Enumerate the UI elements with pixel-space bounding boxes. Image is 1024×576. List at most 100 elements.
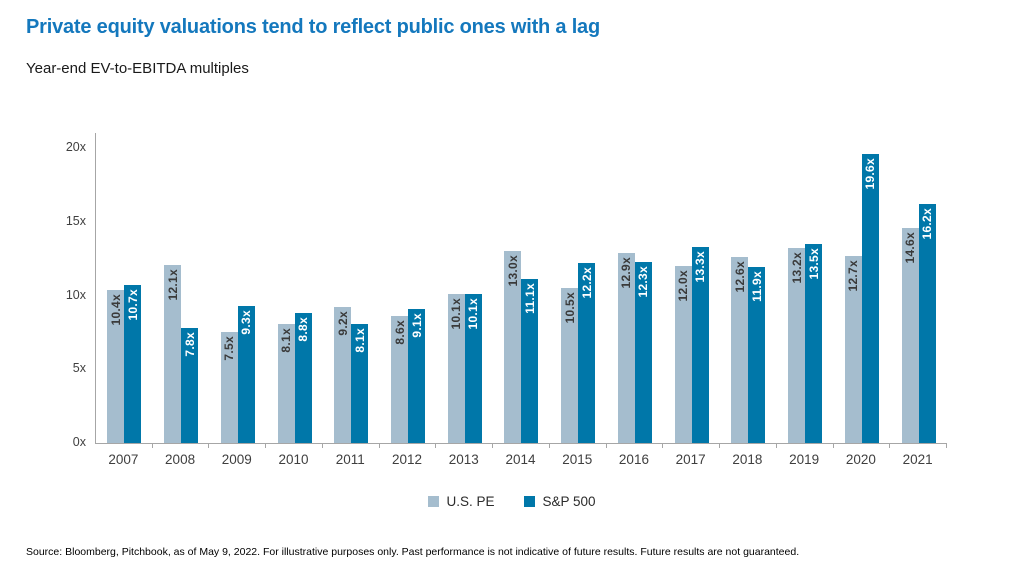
bar-value-label: 10.1x bbox=[466, 298, 481, 330]
bar-u-s-pe-2016: 12.9x bbox=[617, 252, 635, 443]
bar-value-label: 13.3x bbox=[693, 250, 708, 283]
bar-u-s-pe-2017: 12.0x bbox=[674, 266, 692, 443]
x-axis-tick bbox=[832, 444, 834, 448]
x-axis-tick bbox=[208, 444, 210, 448]
bar-u-s-pe-2010: 8.1x bbox=[277, 323, 295, 443]
legend-label: S&P 500 bbox=[542, 494, 596, 509]
bar-value-label: 16.2x bbox=[920, 208, 935, 240]
bar-value-label: 12.2x bbox=[579, 267, 594, 299]
bar-group-2008: 12.1x 7.8x bbox=[153, 133, 210, 443]
bar-value-label: 12.7x bbox=[846, 259, 861, 292]
bar-s-p-500-2018: 11.9x bbox=[748, 267, 766, 443]
page-subtitle: Year-end EV-to-EBITDA multiples bbox=[26, 60, 249, 77]
x-axis-tick bbox=[548, 444, 550, 448]
source-note: Source: Bloomberg, Pitchbook, as of May … bbox=[26, 546, 800, 558]
bar-s-p-500-2015: 12.2x bbox=[578, 263, 596, 443]
bar-s-p-500-2020: 19.6x bbox=[861, 153, 879, 443]
bar-u-s-pe-2008: 12.1x bbox=[164, 264, 182, 443]
bar-value-label: 12.0x bbox=[676, 270, 691, 302]
bar-value-label: 10.7x bbox=[125, 289, 140, 321]
bar-group-2012: 8.6x 9.1x bbox=[380, 133, 437, 443]
bar-group-2017: 12.0x 13.3x bbox=[663, 133, 720, 443]
bar-value-label: 12.6x bbox=[732, 261, 747, 293]
x-tick-label-2015: 2015 bbox=[562, 452, 593, 467]
bar-s-p-500-2016: 12.3x bbox=[634, 261, 652, 443]
bar-value-label: 9.1x bbox=[409, 312, 424, 338]
legend-swatch bbox=[428, 496, 440, 507]
bar-u-s-pe-2015: 10.5x bbox=[561, 288, 579, 443]
x-axis-tick bbox=[662, 444, 664, 448]
y-tick-label: 15x bbox=[65, 213, 86, 228]
bar-value-label: 10.5x bbox=[562, 292, 577, 324]
y-tick-label: 10x bbox=[65, 287, 86, 302]
x-axis-tick bbox=[265, 444, 267, 448]
x-tick-label-2019: 2019 bbox=[789, 452, 820, 467]
bar-group-2014: 13.0x 11.1x bbox=[493, 133, 550, 443]
bar-value-label: 10.4x bbox=[108, 293, 123, 326]
x-tick-label-2017: 2017 bbox=[675, 452, 706, 467]
bar-s-p-500-2007: 10.7x bbox=[124, 285, 142, 443]
x-tick-label-2016: 2016 bbox=[618, 452, 649, 467]
y-tick-label: 5x bbox=[72, 361, 86, 376]
bar-s-p-500-2019: 13.5x bbox=[805, 243, 823, 443]
bar-u-s-pe-2020: 12.7x bbox=[844, 255, 862, 443]
bar-group-2019: 13.2x 13.5x bbox=[777, 133, 834, 443]
bar-u-s-pe-2009: 7.5x bbox=[220, 332, 238, 443]
x-axis-tick bbox=[889, 444, 891, 448]
bar-group-2016: 12.9x 12.3x bbox=[607, 133, 664, 443]
bar-value-label: 7.8x bbox=[182, 331, 197, 357]
x-axis-tick bbox=[492, 444, 494, 448]
bar-s-p-500-2012: 9.1x bbox=[408, 308, 426, 443]
bar-value-label: 12.3x bbox=[636, 265, 651, 298]
x-tick-label-2010: 2010 bbox=[278, 452, 309, 467]
bar-value-label: 8.6x bbox=[392, 320, 407, 345]
x-tick-label-2018: 2018 bbox=[732, 452, 763, 467]
legend-label: U.S. PE bbox=[446, 494, 495, 509]
bar-value-label: 13.0x bbox=[505, 255, 520, 287]
bar-u-s-pe-2012: 8.6x bbox=[391, 316, 409, 443]
bar-group-2013: 10.1x 10.1x bbox=[436, 133, 493, 443]
x-axis-tick bbox=[321, 444, 323, 448]
x-axis-tick bbox=[378, 444, 380, 448]
legend-swatch bbox=[524, 496, 536, 507]
legend: U.S. PE S&P 500 bbox=[0, 494, 1024, 509]
x-axis-tick bbox=[775, 444, 777, 448]
x-tick-label-2008: 2008 bbox=[165, 452, 196, 467]
x-tick-label-2007: 2007 bbox=[108, 452, 139, 467]
x-axis-tick bbox=[605, 444, 607, 448]
bar-value-label: 12.1x bbox=[165, 268, 180, 301]
x-tick-label-2012: 2012 bbox=[391, 452, 423, 467]
bar-group-2015: 10.5x 12.2x bbox=[550, 133, 607, 443]
bar-value-label: 7.5x bbox=[222, 336, 237, 361]
bar-group-2020: 12.7x 19.6x bbox=[834, 133, 891, 443]
y-tick-label: 0x bbox=[72, 435, 86, 449]
bar-s-p-500-2014: 11.1x bbox=[521, 279, 539, 443]
bar-u-s-pe-2019: 13.2x bbox=[788, 248, 806, 443]
bar-group-2018: 12.6x 11.9x bbox=[720, 133, 777, 443]
x-tick-label-2011: 2011 bbox=[335, 452, 365, 467]
bar-value-label: 9.2x bbox=[335, 311, 350, 336]
bar-u-s-pe-2021: 14.6x bbox=[901, 227, 919, 443]
bar-value-label: 11.1x bbox=[522, 283, 537, 315]
bar-value-label: 10.1x bbox=[449, 298, 464, 330]
bar-value-label: 8.1x bbox=[279, 327, 294, 353]
x-axis-tick bbox=[151, 444, 153, 448]
x-axis-tick bbox=[719, 444, 721, 448]
bar-group-2011: 9.2x 8.1x bbox=[323, 133, 380, 443]
bar-value-label: 13.2x bbox=[789, 252, 804, 284]
bar-value-label: 11.9x bbox=[749, 271, 764, 303]
bar-group-2010: 8.1x 8.8x bbox=[266, 133, 323, 443]
bar-s-p-500-2017: 13.3x bbox=[691, 246, 709, 443]
x-tick-label-2009: 2009 bbox=[221, 452, 252, 467]
legend-item-s-p-500: S&P 500 bbox=[524, 494, 596, 509]
page-title: Private equity valuations tend to reflec… bbox=[26, 16, 600, 38]
bar-s-p-500-2021: 16.2x bbox=[918, 204, 936, 443]
bar-group-2009: 7.5x 9.3x bbox=[209, 133, 266, 443]
bar-value-label: 14.6x bbox=[903, 231, 918, 264]
x-axis-tick bbox=[435, 444, 437, 448]
bar-value-label: 9.3x bbox=[239, 309, 254, 335]
bar-value-label: 12.9x bbox=[619, 256, 634, 289]
bar-s-p-500-2013: 10.1x bbox=[464, 294, 482, 443]
bar-u-s-pe-2014: 13.0x bbox=[504, 251, 522, 443]
bar-s-p-500-2008: 7.8x bbox=[181, 327, 199, 443]
